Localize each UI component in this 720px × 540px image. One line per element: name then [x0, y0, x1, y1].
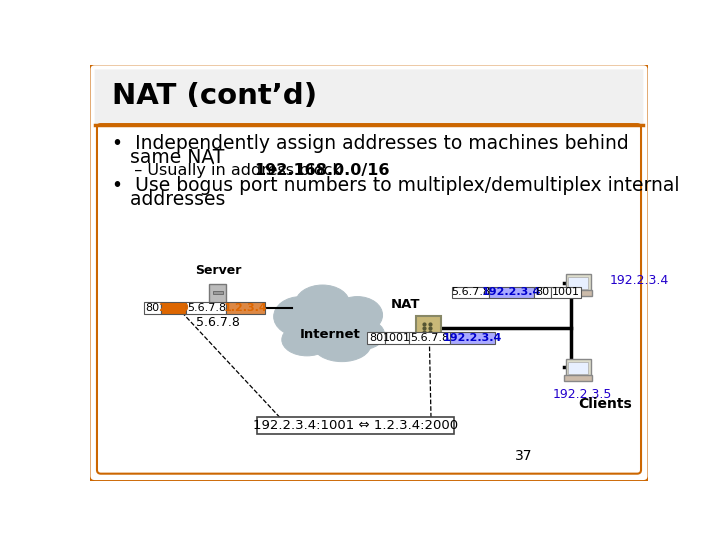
Bar: [568, 362, 588, 374]
Bar: [384, 332, 409, 343]
Text: 1001: 1001: [552, 287, 580, 298]
Text: NAT (cont’d): NAT (cont’d): [112, 83, 317, 110]
Bar: [256, 417, 454, 434]
Text: 37: 37: [516, 449, 533, 463]
Text: – Usually in address block: – Usually in address block: [124, 163, 347, 178]
Ellipse shape: [274, 296, 328, 336]
Text: 5.6.7.8: 5.6.7.8: [196, 316, 240, 329]
Ellipse shape: [338, 319, 384, 350]
Bar: [564, 291, 592, 296]
Ellipse shape: [295, 308, 365, 353]
Bar: [210, 284, 226, 307]
Bar: [551, 287, 580, 298]
Text: Clients: Clients: [578, 397, 632, 411]
Bar: [449, 332, 495, 343]
Text: addresses: addresses: [112, 190, 225, 209]
Bar: [452, 287, 489, 298]
Bar: [489, 287, 534, 298]
Text: 5.6.7.8: 5.6.7.8: [410, 333, 449, 343]
Text: 1001: 1001: [383, 333, 411, 343]
Text: 1.2.3.4: 1.2.3.4: [224, 303, 268, 313]
Ellipse shape: [312, 327, 371, 362]
Text: •  Independently assign addresses to machines behind: • Independently assign addresses to mach…: [112, 134, 629, 153]
Text: 5.6.7.8: 5.6.7.8: [451, 287, 490, 298]
Bar: [186, 302, 226, 314]
Ellipse shape: [295, 285, 350, 322]
Ellipse shape: [282, 323, 332, 356]
Bar: [568, 278, 588, 289]
Bar: [416, 316, 441, 340]
Text: 2000: 2000: [158, 303, 189, 313]
Bar: [144, 302, 161, 314]
Text: 80: 80: [369, 333, 383, 343]
Text: 192.2.3.4: 192.2.3.4: [609, 274, 668, 287]
Bar: [226, 302, 265, 314]
FancyBboxPatch shape: [89, 63, 649, 482]
Text: 192.2.3.4: 192.2.3.4: [482, 287, 541, 298]
Bar: [566, 359, 590, 376]
Bar: [564, 375, 592, 381]
Text: 192.168.0.0/16: 192.168.0.0/16: [254, 163, 390, 178]
Bar: [161, 302, 186, 314]
Text: 5.6.7.8: 5.6.7.8: [186, 303, 226, 313]
Text: 192.2.3.4:1001 ⇔ 1.2.3.4:2000: 192.2.3.4:1001 ⇔ 1.2.3.4:2000: [253, 420, 458, 433]
Text: •  Use bogus port numbers to multiplex/demultiplex internal: • Use bogus port numbers to multiplex/de…: [112, 176, 679, 195]
Text: same NAT: same NAT: [112, 148, 224, 167]
Bar: [367, 332, 384, 343]
Bar: [566, 274, 590, 291]
Text: 80: 80: [536, 287, 549, 298]
FancyBboxPatch shape: [97, 124, 641, 474]
Bar: [409, 332, 449, 343]
Ellipse shape: [332, 296, 382, 334]
FancyBboxPatch shape: [94, 70, 644, 125]
Text: Server: Server: [194, 264, 241, 278]
Bar: [213, 291, 222, 294]
Text: Internet: Internet: [300, 328, 361, 341]
Text: 80: 80: [145, 303, 160, 313]
Text: 192.2.3.5: 192.2.3.5: [552, 388, 612, 401]
Bar: [534, 287, 551, 298]
Text: NAT: NAT: [391, 298, 420, 311]
Text: 192.2.3.4: 192.2.3.4: [442, 333, 502, 343]
